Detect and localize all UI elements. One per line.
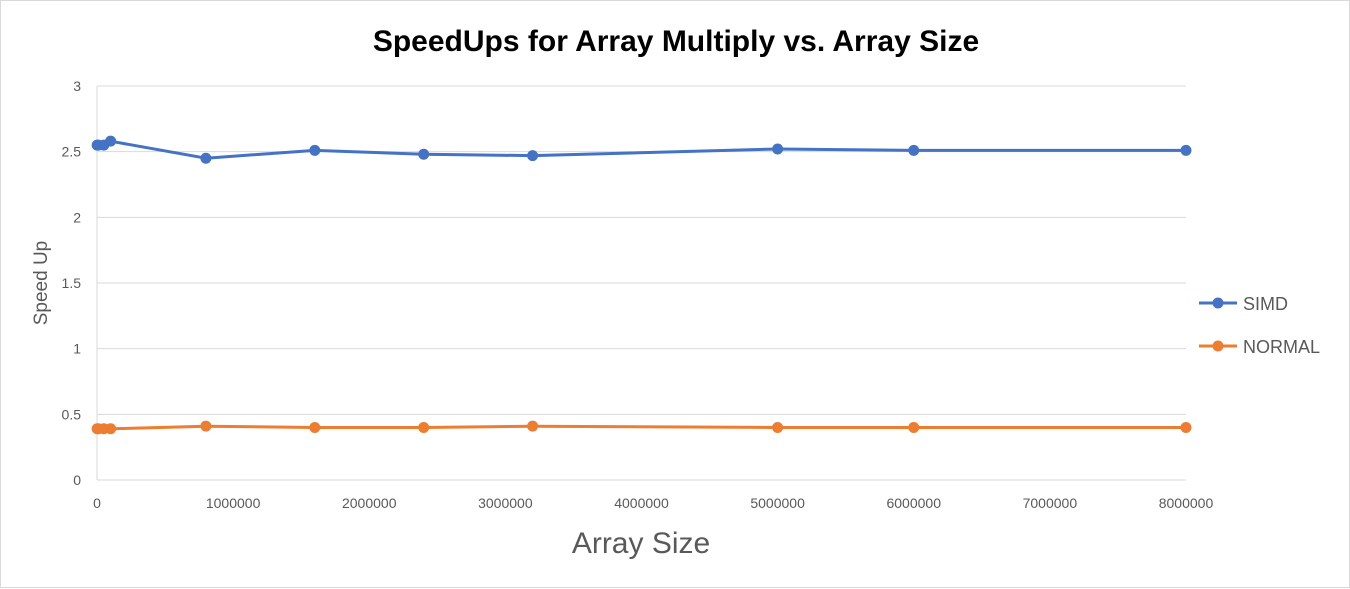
series-line-normal — [96, 424, 1186, 431]
gridlines — [96, 85, 1186, 481]
x-tick-label: 3000000 — [478, 495, 533, 511]
y-axis-ticks: 0 0.5 1 1.5 2 2.5 3 — [62, 78, 82, 488]
series-line-simd — [96, 139, 1186, 160]
legend-label-normal: NORMAL — [1243, 337, 1320, 357]
data-point-simd — [105, 135, 117, 147]
x-tick-label: 0 — [93, 495, 101, 511]
legend-marker-simd — [1212, 297, 1224, 309]
data-point-normal — [1180, 421, 1192, 433]
y-tick-label: 0 — [73, 472, 81, 488]
y-tick-label: 2 — [73, 209, 81, 225]
x-tick-label: 8000000 — [1159, 495, 1214, 511]
legend: SIMD NORMAL — [1199, 294, 1320, 357]
y-tick-label: 3 — [73, 78, 81, 94]
x-axis-label: Array Size — [572, 527, 710, 560]
x-tick-label: 1000000 — [206, 495, 261, 511]
data-point-normal — [418, 421, 430, 433]
legend-marker-normal — [1212, 340, 1224, 352]
plot-series — [91, 135, 1192, 435]
data-point-normal — [908, 421, 920, 433]
data-point-normal — [527, 420, 539, 432]
y-tick-label: 0.5 — [62, 406, 82, 422]
data-point-normal — [200, 420, 212, 432]
y-axis-label: Speed Up — [31, 241, 52, 326]
data-point-simd — [418, 148, 430, 160]
x-tick-label: 2000000 — [342, 495, 397, 511]
x-tick-label: 4000000 — [614, 495, 669, 511]
data-point-simd — [527, 150, 539, 162]
legend-label-simd: SIMD — [1243, 294, 1288, 314]
chart-title: SpeedUps for Array Multiply vs. Array Si… — [373, 25, 979, 58]
x-tick-label: 5000000 — [750, 495, 805, 511]
x-tick-label: 7000000 — [1023, 495, 1078, 511]
data-point-normal — [772, 421, 784, 433]
y-tick-label: 1.5 — [62, 275, 82, 291]
data-point-normal — [309, 421, 321, 433]
data-point-normal — [105, 423, 117, 435]
data-point-simd — [1180, 144, 1192, 156]
y-tick-label: 1 — [73, 341, 81, 357]
x-axis-ticks: 0 1000000 2000000 3000000 4000000 5000000 6000… — [93, 495, 1213, 511]
y-tick-label: 2.5 — [62, 144, 82, 160]
data-point-simd — [309, 144, 321, 156]
data-point-simd — [772, 143, 784, 155]
data-point-simd — [200, 152, 212, 164]
data-point-simd — [908, 144, 920, 156]
x-tick-label: 6000000 — [886, 495, 941, 511]
